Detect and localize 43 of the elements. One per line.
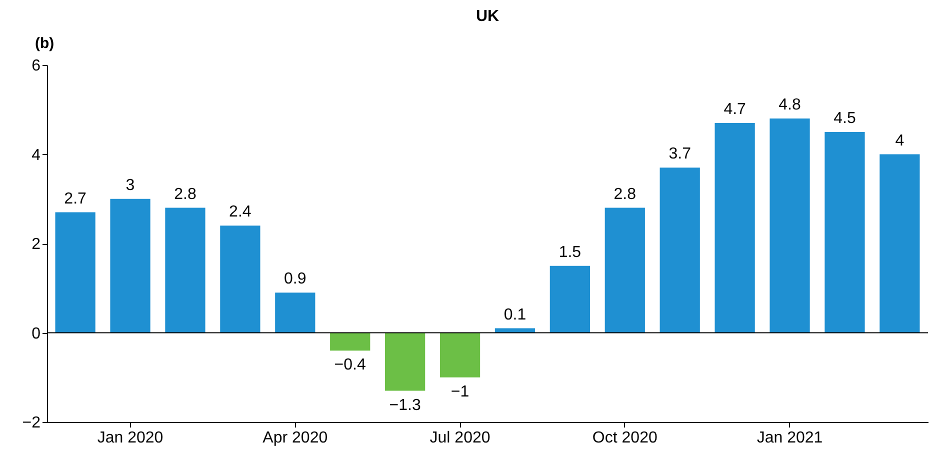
data-label: 4 <box>895 132 904 150</box>
data-label: 1.5 <box>558 244 582 261</box>
text: (b) <box>35 35 54 52</box>
bar <box>550 266 590 333</box>
y-tick-label: 2 <box>32 236 41 253</box>
data-label: 4.8 <box>778 96 801 114</box>
data-label: 0.9 <box>284 270 306 288</box>
bar <box>880 154 920 333</box>
bar <box>275 292 316 333</box>
data-label: −1 <box>450 383 470 400</box>
y-tick-label: 4 <box>32 146 41 164</box>
x-tick-label: Jan 2020 <box>97 430 164 446</box>
data-label: 4.5 <box>834 110 856 127</box>
x-tick-label: Jan 2021 <box>756 430 823 446</box>
data-label: 2.8 <box>614 186 636 203</box>
y-tick-label: −2 <box>22 414 41 432</box>
y-tick-label: 0 <box>32 325 41 342</box>
data-label: −0.4 <box>334 356 366 374</box>
bar <box>330 332 370 351</box>
bar <box>110 198 150 333</box>
bar <box>824 132 865 333</box>
bar <box>714 123 755 333</box>
chart-title: UK <box>476 8 500 25</box>
data-label: 3.7 <box>668 146 692 163</box>
bar <box>220 226 260 333</box>
data-label: 3 <box>126 176 135 194</box>
x-tick-label: Apr 2020 <box>262 430 328 446</box>
x-tick-label: Jul 2020 <box>430 430 490 446</box>
bar <box>660 168 700 333</box>
bar <box>385 332 426 391</box>
bar <box>55 212 96 333</box>
data-label: 2.8 <box>174 186 196 203</box>
bar <box>604 208 645 333</box>
y-tick-label: 6 <box>32 58 41 74</box>
data-label: 0.1 <box>504 306 526 324</box>
data-label: 4.7 <box>724 101 746 118</box>
x-tick-label: Oct 2020 <box>592 430 658 446</box>
data-label: 2.4 <box>229 204 252 221</box>
bar <box>440 332 480 378</box>
data-label: −1.3 <box>389 396 421 414</box>
bar <box>165 208 206 333</box>
bar <box>770 118 810 333</box>
data-label: 2.7 <box>64 190 87 208</box>
